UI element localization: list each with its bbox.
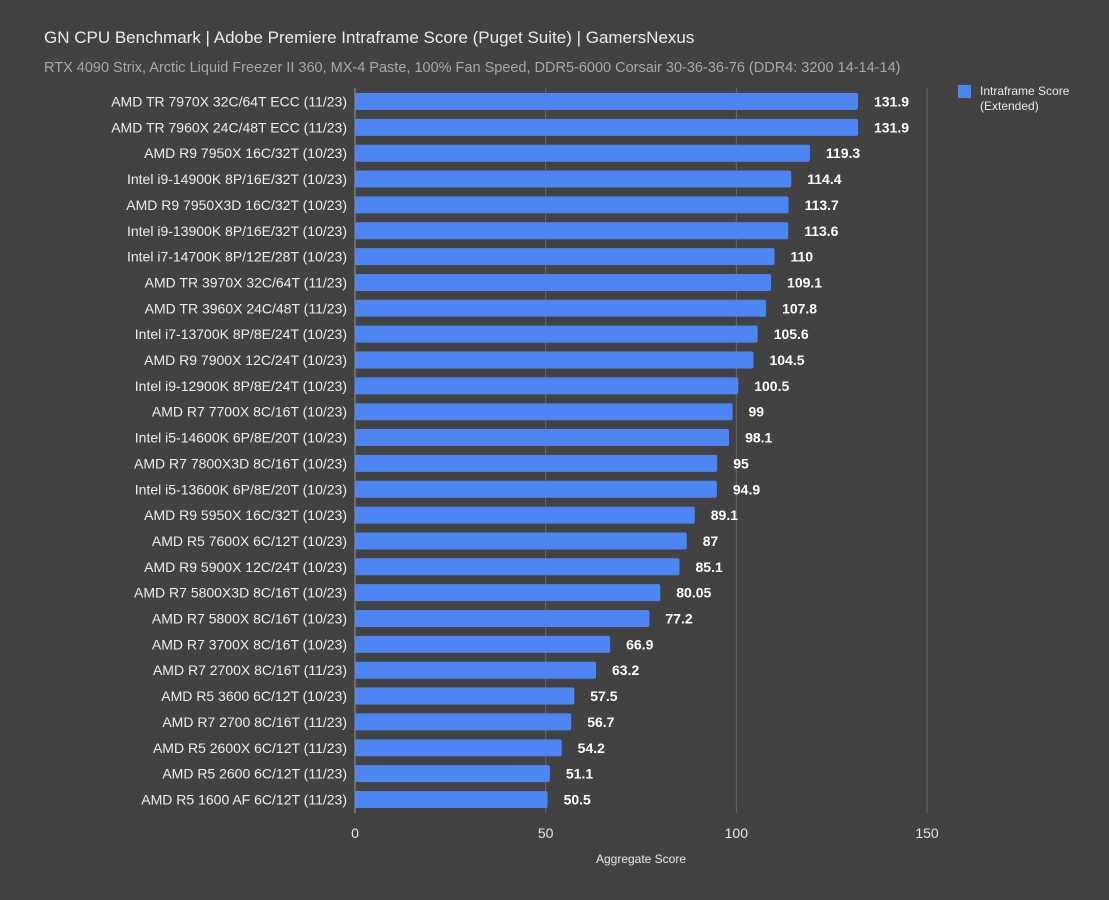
bar [355,144,810,162]
x-tick-label: 100 [725,825,749,841]
value-label: 89.1 [711,507,738,523]
category-label: AMD R9 5950X 16C/32T (10/23) [144,507,347,523]
x-tick-label: 150 [915,825,939,841]
category-label: AMD TR 7960X 24C/48T ECC (11/23) [111,119,347,135]
value-label: 109.1 [787,274,822,290]
value-label: 131.9 [874,119,909,135]
value-label: 110 [790,249,813,265]
category-label: Intel i5-13600K 6P/8E/20T (10/23) [135,481,347,497]
bar [355,222,789,240]
value-label: 104.5 [769,352,804,368]
category-label: AMD R7 5800X 8C/16T (10/23) [152,611,347,627]
category-label: AMD R9 5900X 12C/24T (10/23) [144,559,347,575]
value-label: 63.2 [612,662,639,678]
value-label: 80.05 [676,585,711,601]
category-label: AMD TR 3970X 32C/64T (11/23) [145,274,347,290]
chart-subtitle: RTX 4090 Strix, Arctic Liquid Freezer II… [44,60,901,76]
legend-swatch [958,85,971,98]
value-label: 66.9 [626,636,653,652]
bar [355,273,772,291]
value-label: 77.2 [665,611,692,627]
value-label: 100.5 [754,378,789,394]
value-label: 56.7 [587,714,614,730]
category-label: AMD R7 7700X 8C/16T (10/23) [152,404,347,420]
category-label: AMD R7 2700 8C/16T (11/23) [162,714,347,730]
category-label: AMD R7 5800X3D 8C/16T (10/23) [134,585,347,601]
value-label: 57.5 [590,688,617,704]
bar [355,687,575,705]
bar [355,403,733,421]
value-label: 94.9 [733,481,760,497]
category-label: Intel i5-14600K 6P/8E/20T (10/23) [135,430,347,446]
bar [355,196,789,214]
bar [355,558,680,576]
category-label: Intel i9-14900K 8P/16E/32T (10/23) [127,171,347,187]
category-label: AMD R9 7900X 12C/24T (10/23) [144,352,347,368]
category-label: Intel i9-13900K 8P/16E/32T (10/23) [127,223,347,239]
category-label: Intel i7-14700K 8P/12E/28T (10/23) [127,249,347,265]
bar [355,248,775,266]
bar [355,713,572,731]
value-label: 85.1 [696,559,723,575]
bar [355,506,695,524]
x-axis: 0 50 100 150 Aggregate Score [351,825,939,866]
value-label: 99 [749,404,765,420]
bar [355,299,767,317]
value-label: 98.1 [745,430,772,446]
category-label: Intel i7-13700K 8P/8E/24T (10/23) [135,326,347,342]
category-label: AMD R7 3700X 8C/16T (10/23) [152,636,347,652]
bar [355,480,717,498]
category-label: AMD R5 7600X 6C/12T (10/23) [152,533,347,549]
category-label: AMD R5 3600 6C/12T (10/23) [161,688,347,704]
value-label: 107.8 [782,300,817,316]
bar [355,610,650,627]
bar [355,765,550,783]
value-label: 54.2 [578,740,605,756]
bar [355,325,758,343]
bar [355,661,597,679]
value-label: 114.4 [807,171,841,187]
chart-title: GN CPU Benchmark | Adobe Premiere Intraf… [44,28,695,47]
value-label: 51.1 [566,766,593,782]
bar [355,635,611,653]
bar [355,584,661,602]
value-label: 105.6 [774,326,809,342]
value-label: 131.9 [874,94,909,110]
bar [355,454,718,472]
value-label: 113.6 [804,223,838,239]
bar [355,118,858,136]
bar [355,790,548,808]
category-label: AMD TR 3960X 24C/48T (11/23) [145,300,347,316]
value-label: 95 [733,455,749,471]
legend-label: Intraframe Score (Extended) [980,84,1070,113]
bars [355,93,858,808]
category-label: AMD R7 7800X3D 8C/16T (10/23) [134,455,347,471]
value-label: 119.3 [826,145,860,161]
bar [355,93,858,110]
x-tick-label: 50 [538,825,554,841]
x-axis-title: Aggregate Score [596,852,686,866]
value-label: 113.7 [805,197,839,213]
value-label: 87 [703,533,719,549]
labels: AMD TR 7970X 32C/64T ECC (11/23) 131.9 AMD… [111,94,909,808]
category-label: Intel i9-12900K 8P/8E/24T (10/23) [135,378,347,394]
x-tick-label: 0 [351,825,359,841]
category-label: AMD R5 2600 6C/12T (11/23) [162,766,347,782]
category-label: AMD R7 2700X 8C/16T (11/23) [153,662,347,678]
bar [355,429,730,447]
bar [355,739,562,757]
bar [355,170,792,188]
bar [355,377,739,395]
category-label: AMD R5 2600X 6C/12T (11/23) [153,740,347,756]
category-label: AMD TR 7970X 32C/64T ECC (11/23) [111,94,347,110]
bar [355,351,754,369]
value-label: 50.5 [564,791,591,807]
bar [355,532,687,550]
category-label: AMD R9 7950X 16C/32T (10/23) [144,145,347,161]
category-label: AMD R9 7950X3D 16C/32T (10/23) [126,197,347,213]
category-label: AMD R5 1600 AF 6C/12T (11/23) [141,791,347,807]
